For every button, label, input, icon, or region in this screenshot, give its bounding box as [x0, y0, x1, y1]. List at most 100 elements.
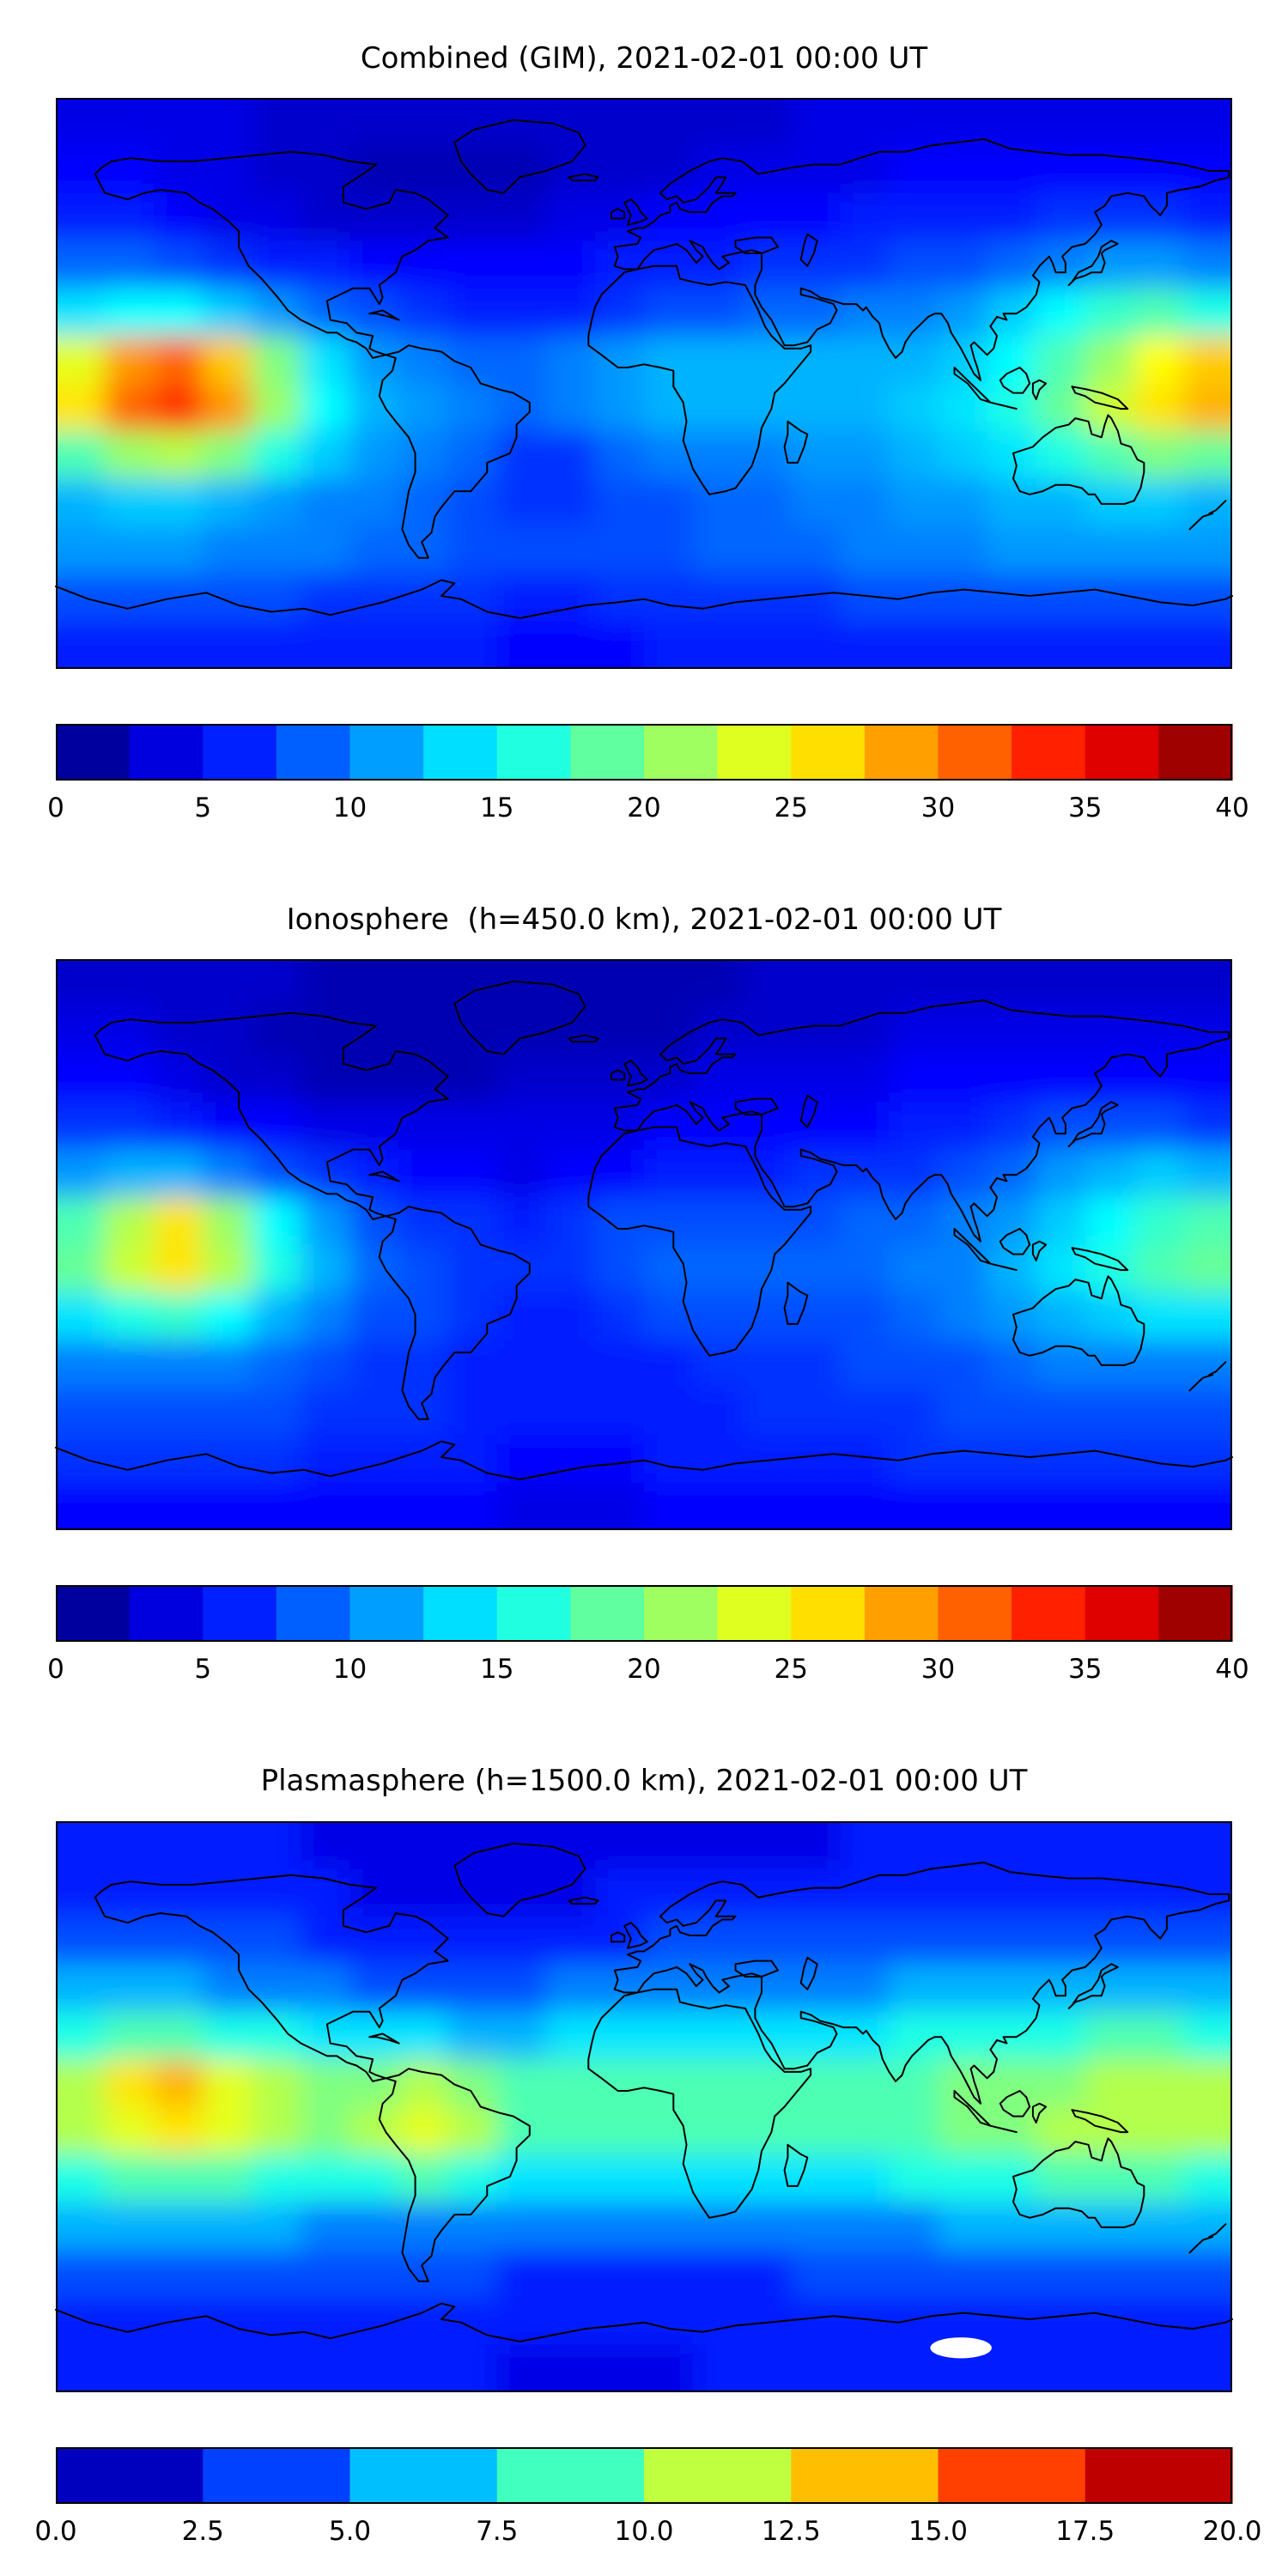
- heatmap-cell: [1133, 1006, 1185, 1056]
- heatmap-cell: [889, 1244, 939, 1294]
- heatmap-cell: [203, 1102, 253, 1151]
- heatmap-cell: [154, 1963, 204, 2013]
- colorbar-segment: [56, 1585, 131, 1643]
- heatmap-cell: [644, 1197, 695, 1247]
- heatmap-cell: [496, 2344, 548, 2392]
- heatmap-cell: [56, 98, 106, 148]
- heatmap-cell: [840, 288, 890, 337]
- heatmap-cell: [154, 240, 204, 290]
- heatmap-cell: [1084, 959, 1136, 1009]
- heatmap-cell: [693, 2296, 744, 2346]
- heatmap-cell: [545, 98, 597, 148]
- heatmap-cell: [1084, 1868, 1136, 1917]
- heatmap-cell: [644, 2154, 695, 2203]
- heatmap-cell: [938, 1197, 989, 1247]
- heatmap-cell: [644, 240, 695, 290]
- heatmap-cell: [742, 383, 793, 433]
- heatmap-cell: [496, 336, 548, 386]
- colorbar-segment: [791, 724, 866, 781]
- heatmap-cell: [349, 193, 401, 242]
- heatmap-cell: [594, 1102, 646, 1151]
- heatmap-cell: [56, 574, 106, 623]
- heatmap-cell: [447, 1868, 499, 1917]
- heatmap-cell: [154, 193, 204, 242]
- heatmap-cell: [791, 1916, 841, 1965]
- heatmap-cell: [693, 621, 744, 670]
- heatmap-cell: [56, 383, 106, 433]
- heatmap-cell: [791, 2106, 841, 2155]
- heatmap-cell: [693, 1388, 744, 1437]
- colorbar-canvas: 0 5 10 15 20 25 30 35 40: [47, 1585, 1249, 1685]
- heatmap-cell: [889, 1006, 939, 1056]
- colorbar-tick-label: 2.5: [182, 2516, 224, 2547]
- colorbar-tick-label: 10: [333, 793, 367, 823]
- heatmap-cell: [938, 2106, 989, 2155]
- heatmap-cell: [349, 621, 401, 670]
- heatmap-cell: [594, 1820, 646, 1870]
- map-border: [56, 959, 1232, 1531]
- heatmap-cell: [644, 478, 695, 528]
- heatmap-cell: [1133, 193, 1185, 242]
- colorbar-tick-label: 40: [1215, 793, 1249, 823]
- heatmap-cell: [398, 288, 450, 337]
- heatmap-cell: [349, 1292, 401, 1342]
- heatmap-cell: [447, 1150, 499, 1199]
- heatmap-cell: [398, 1102, 450, 1151]
- heatmap-cell: [938, 1388, 989, 1437]
- heatmap-cell: [742, 1054, 793, 1104]
- heatmap-cell: [56, 2201, 106, 2251]
- heatmap-cell: [742, 2058, 793, 2108]
- heatmap-cell: [105, 1340, 155, 1389]
- heatmap-cell: [742, 526, 793, 575]
- heatmap-cell: [594, 431, 646, 481]
- heatmap-cell: [349, 1244, 401, 1294]
- heatmap-cell: [203, 1292, 253, 1342]
- heatmap-cell: [1182, 2011, 1232, 2061]
- heatmap-cell: [644, 1820, 695, 1870]
- heatmap-cell: [252, 1340, 302, 1389]
- heatmap-cell: [938, 2154, 989, 2203]
- heatmap-cell: [56, 1292, 106, 1342]
- heatmap-cell: [203, 193, 253, 242]
- heatmap-cell: [105, 1916, 155, 1965]
- heatmap-cell: [203, 621, 253, 670]
- heatmap-cell: [594, 288, 646, 337]
- heatmap-cell: [252, 2249, 302, 2299]
- heatmap-cell: [349, 431, 401, 481]
- colorbar-tick-labels: 0.0 2.5 5.0 7.5 10.0 12.5 15.0 17.5 20.0: [34, 2516, 1261, 2547]
- heatmap-cell: [987, 2344, 1038, 2392]
- heatmap-cell: [693, 1244, 744, 1294]
- heatmap-cell: [1084, 1388, 1136, 1437]
- heatmap-cell: [840, 1482, 890, 1531]
- heatmap-cell: [693, 1482, 744, 1531]
- heatmap-cell: [938, 1340, 989, 1389]
- heatmap-cell: [594, 959, 646, 1009]
- heatmap-cell: [105, 2154, 155, 2203]
- heatmap-cell: [154, 383, 204, 433]
- heatmap-cell: [693, 1435, 744, 1485]
- heatmap-cell: [1084, 1482, 1136, 1531]
- heatmap-cell: [840, 383, 890, 433]
- heatmap-cell: [1182, 1388, 1232, 1437]
- heatmap-cell: [203, 1244, 253, 1294]
- heatmap-cell: [349, 1054, 401, 1104]
- heatmap-cell: [987, 478, 1038, 528]
- heatmap-cell: [56, 2296, 106, 2346]
- heatmap-cell: [889, 1197, 939, 1247]
- heatmap-cell: [252, 1102, 302, 1151]
- heatmap-cell: [791, 2249, 841, 2299]
- heatmap-cell: [398, 431, 450, 481]
- heatmap-cell: [252, 2058, 302, 2108]
- heatmap-cell: [349, 2344, 401, 2392]
- heatmap-cell: [644, 2058, 695, 2108]
- map-plasmasphere: [55, 1820, 1233, 2392]
- heatmap-cell: [889, 1482, 939, 1531]
- colorbar-tick-label: 10: [333, 1654, 367, 1685]
- heatmap-cell: [791, 1388, 841, 1437]
- heatmap-cell: [447, 1963, 499, 2013]
- heatmap-cell: [349, 1435, 401, 1485]
- heatmap-cell: [447, 1197, 499, 1247]
- heatmap-cell: [56, 431, 106, 481]
- heatmap-cell: [447, 383, 499, 433]
